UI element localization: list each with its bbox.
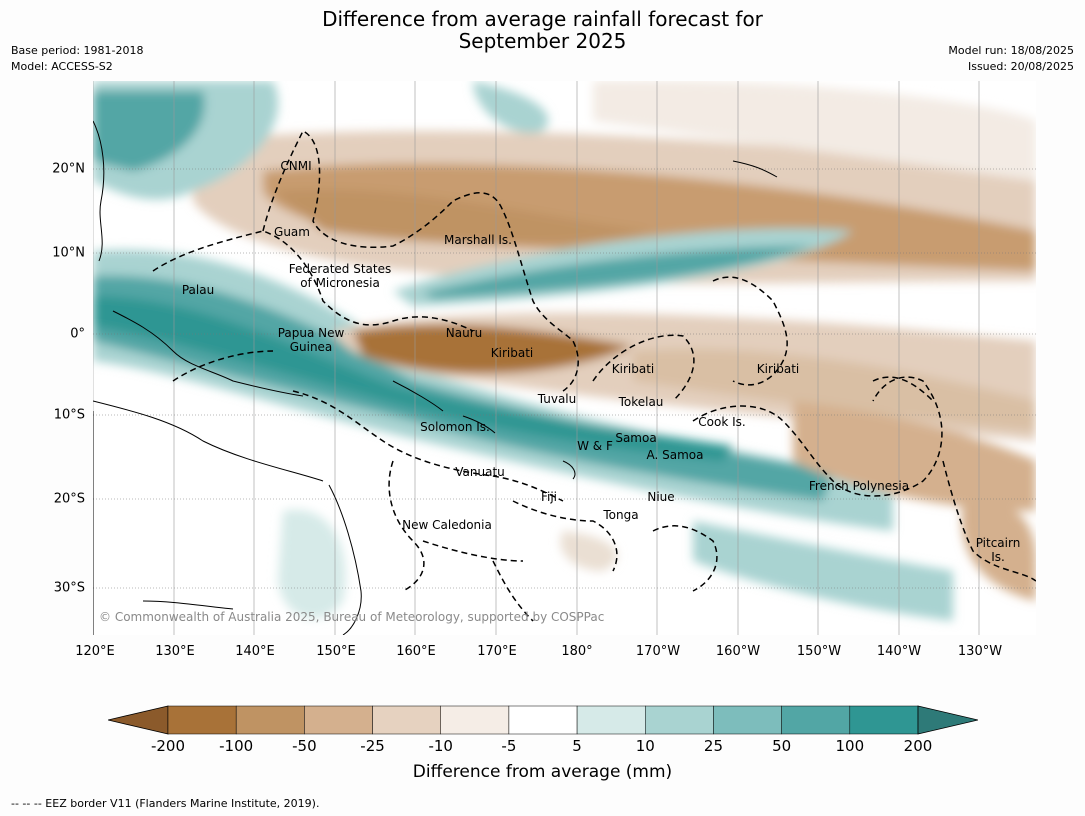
lat-label-10n: 10°N bbox=[52, 245, 85, 261]
colorbar-tick-label: 200 bbox=[903, 737, 933, 755]
model-text: Model: ACCESS-S2 bbox=[11, 60, 113, 73]
region-label-niue: Niue bbox=[647, 490, 675, 504]
lon-label-120e: 120°E bbox=[75, 644, 115, 659]
lat-label-20s: 20°S bbox=[53, 491, 85, 507]
colorbar-segment bbox=[645, 705, 714, 735]
region-label-tonga: Tonga bbox=[603, 508, 639, 522]
colorbar-segment bbox=[304, 705, 373, 735]
colorbar-segment bbox=[576, 705, 646, 735]
region-label-wallis-futuna: W & F bbox=[577, 439, 613, 453]
lon-label-160w: 160°W bbox=[715, 644, 761, 659]
region-label-micronesia: Federated States of Micronesia bbox=[289, 262, 391, 290]
lon-label-140w: 140°W bbox=[876, 644, 922, 659]
region-label-kiribati-west: Kiribati bbox=[490, 346, 534, 360]
region-label-kiribati-east: Kiribati bbox=[756, 362, 800, 376]
colorbar-segment bbox=[508, 705, 578, 735]
title-line-2: September 2025 bbox=[458, 29, 627, 53]
region-label-samoa: Samoa bbox=[615, 431, 657, 445]
colorbar-tick-label: -25 bbox=[360, 737, 385, 755]
colorbar-segment bbox=[849, 705, 919, 735]
region-label-marshall-islands: Marshall Is. bbox=[444, 233, 512, 247]
region-label-french-polynesia: French Polynesia bbox=[808, 479, 910, 493]
region-label-vanuatu: Vanuatu bbox=[455, 465, 505, 479]
colorbar-tick-label: 5 bbox=[572, 737, 582, 755]
eez-footnote: -- -- -- EEZ border V11 (Flanders Marine… bbox=[11, 797, 320, 810]
region-label-micronesia-text: Federated States of Micronesia bbox=[288, 262, 392, 290]
region-label-new-caledonia: New Caledonia bbox=[402, 518, 492, 532]
title-line-1: Difference from average rainfall forecas… bbox=[322, 7, 763, 31]
region-label-nauru: Nauru bbox=[445, 326, 483, 340]
lon-label-140e: 140°E bbox=[235, 644, 275, 659]
colorbar-segment bbox=[713, 705, 782, 735]
colorbar-segment bbox=[372, 705, 441, 735]
region-label-guam: Guam bbox=[274, 225, 310, 239]
region-label-solomon-islands: Solomon Is. bbox=[420, 420, 490, 434]
colorbar-segment bbox=[167, 705, 237, 735]
chart-title: Difference from average rainfall forecas… bbox=[0, 8, 1085, 52]
colorbar-tick-label: -5 bbox=[501, 737, 517, 755]
lon-label-130w: 130°W bbox=[957, 644, 1003, 659]
colorbar-tick-label: -200 bbox=[150, 737, 186, 755]
colorbar-segment bbox=[781, 705, 851, 735]
region-label-png-text: Papua New Guinea bbox=[277, 326, 345, 354]
region-label-tuvalu: Tuvalu bbox=[537, 392, 577, 406]
rainfall-anomaly-map bbox=[93, 81, 1036, 635]
region-label-palau: Palau bbox=[181, 283, 215, 297]
lon-label-150w: 150°W bbox=[796, 644, 842, 659]
meta-right: Model run: 18/08/2025 Issued: 20/08/2025 bbox=[948, 43, 1074, 75]
colorbar bbox=[108, 705, 978, 735]
colorbar-tick-label: 100 bbox=[835, 737, 865, 755]
colorbar-extend-low bbox=[108, 705, 169, 735]
region-label-tokelau: Tokelau bbox=[618, 395, 664, 409]
lon-label-160e: 160°E bbox=[396, 644, 436, 659]
colorbar-segment bbox=[235, 705, 305, 735]
region-label-pitcairn-text: Pitcairn Is. bbox=[975, 536, 1021, 564]
region-label-cook-islands: Cook Is. bbox=[698, 415, 746, 429]
region-label-cnmi: CNMI bbox=[280, 159, 312, 173]
region-label-fiji: Fiji bbox=[540, 490, 558, 504]
colorbar-extend-high bbox=[917, 705, 978, 735]
copyright-notice: © Commonwealth of Australia 2025, Bureau… bbox=[99, 610, 605, 624]
model-run-text: Model run: 18/08/2025 bbox=[948, 44, 1074, 57]
lon-label-130e: 130°E bbox=[155, 644, 195, 659]
region-label-pitcairn: Pitcairn Is. bbox=[976, 536, 1021, 564]
lon-label-150e: 150°E bbox=[316, 644, 356, 659]
lat-label-10s: 10°S bbox=[53, 407, 85, 423]
base-period-text: Base period: 1981-2018 bbox=[11, 44, 144, 57]
region-label-american-samoa: A. Samoa bbox=[646, 448, 704, 462]
meta-left: Base period: 1981-2018 Model: ACCESS-S2 bbox=[11, 43, 143, 75]
lat-label-0: 0° bbox=[70, 326, 85, 342]
issued-text: Issued: 20/08/2025 bbox=[967, 60, 1074, 73]
lon-label-170e: 170°E bbox=[477, 644, 517, 659]
region-label-png: Papua New Guinea bbox=[278, 326, 345, 354]
colorbar-tick-label: 25 bbox=[703, 737, 723, 755]
colorbar-tick-label: -10 bbox=[428, 737, 453, 755]
lat-label-30s: 30°S bbox=[53, 580, 85, 596]
colorbar-title: Difference from average (mm) bbox=[412, 762, 673, 782]
colorbar-segment bbox=[440, 705, 510, 735]
colorbar-tick-label: 50 bbox=[772, 737, 792, 755]
lon-label-170w: 170°W bbox=[635, 644, 681, 659]
colorbar-tick-label: 10 bbox=[635, 737, 655, 755]
colorbar-tick-label: -100 bbox=[219, 737, 254, 755]
lat-label-20n: 20°N bbox=[52, 161, 85, 177]
region-label-kiribati-central: Kiribati bbox=[611, 362, 655, 376]
lon-label-180: 180° bbox=[561, 644, 593, 659]
colorbar-tick-label: -50 bbox=[292, 737, 317, 755]
